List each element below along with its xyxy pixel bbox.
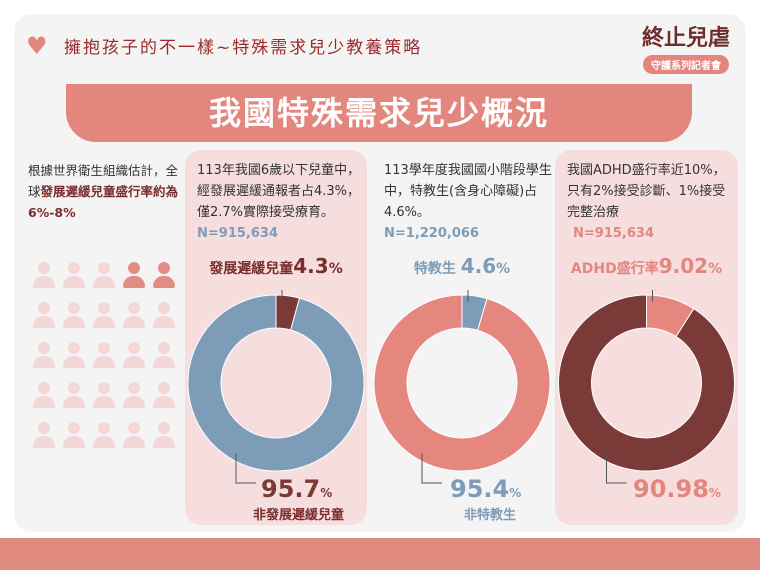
- person-icon: [92, 382, 116, 408]
- person-icon: [92, 262, 116, 288]
- person-icon: [32, 342, 56, 368]
- donut-chart-1: [187, 290, 365, 484]
- person-icon: [62, 422, 86, 448]
- chart2-top-label: 特教生 4.6%: [413, 254, 511, 278]
- person-icon: [122, 422, 146, 448]
- chart1-bottom-value: 95.7%: [261, 475, 333, 503]
- chart-column-1: 113年我國6歲以下兒童中，經發展遲緩通報者占4.3%，僅2.7%實際接受療育。…: [185, 150, 367, 525]
- person-icon: [32, 382, 56, 408]
- person-icon: [152, 422, 176, 448]
- donut-slice-major: [558, 294, 735, 472]
- person-icon: [62, 382, 86, 408]
- who-column: 根據世界衛生組織估計，全球發展遲緩兒童盛行率約為6%-8%: [16, 150, 184, 525]
- who-text-highlight: 發展遲緩兒童盛行率約為6%-8%: [28, 184, 179, 220]
- logo-title: 終止兒虐: [641, 26, 730, 51]
- person-icon: [92, 302, 116, 328]
- person-icon: [62, 342, 86, 368]
- donut-chart-2: [373, 290, 551, 484]
- person-icon: [122, 382, 146, 408]
- person-icon: [32, 262, 56, 288]
- chart3-description: 我國ADHD盛行率近10%，只有2%接受診斷、1%接受完整治療: [567, 163, 726, 220]
- person-icon: [152, 302, 176, 328]
- chart-column-3: 我國ADHD盛行率近10%，只有2%接受診斷、1%接受完整治療 N=915,63…: [555, 150, 738, 525]
- leader-line: [606, 453, 627, 484]
- person-icon: [62, 262, 86, 288]
- subtitle: 擁抱孩子的不一樣~特殊需求兒少教養策略: [64, 38, 423, 58]
- donut-chart-3: [558, 290, 735, 484]
- person-icon: [122, 262, 146, 288]
- person-icon: [152, 382, 176, 408]
- leader-line: [421, 453, 442, 484]
- who-text-plain: 根據世界衛生組織估計，全球: [28, 163, 179, 199]
- logo-subtitle: 守護系列記者會: [643, 55, 729, 74]
- chart1-bottom-label: 非發展遲緩兒童: [253, 508, 345, 523]
- bottom-band: [0, 538, 760, 570]
- person-icon: [92, 342, 116, 368]
- person-icon: [122, 342, 146, 368]
- person-icon: [92, 422, 116, 448]
- chart1-description: 113年我國6歲以下兒童中，經發展遲緩通報者占4.3%，僅2.7%實際接受療育。: [197, 163, 361, 220]
- chart2-bottom-label: 非特教生: [464, 508, 517, 523]
- person-icon: [152, 342, 176, 368]
- who-text: 根據世界衛生組織估計，全球發展遲緩兒童盛行率約為6%-8%: [28, 160, 188, 223]
- donut-slice-major: [187, 294, 365, 472]
- person-icon: [62, 302, 86, 328]
- person-icon: [32, 422, 56, 448]
- chart2-bottom-value: 95.4%: [450, 475, 522, 503]
- person-icon: [122, 302, 146, 328]
- chart2-n: N=1,220,066: [384, 226, 479, 241]
- chart3-bottom-value: 90.98%: [633, 475, 721, 503]
- heart-icon: ♥: [26, 32, 48, 60]
- chart-column-2: 113學年度我國國小階段學生中，特教生(含身心障礙)占4.6%。 N=1,220…: [372, 150, 552, 525]
- chart3-top-label: ADHD盛行率9.02%: [570, 254, 723, 278]
- donut-slice-major: [373, 294, 551, 472]
- chart1-n: N=915,634: [197, 226, 278, 241]
- chart3-n: N=915,634: [573, 226, 654, 241]
- chart1-top-label: 發展遲緩兒童4.3%: [209, 254, 343, 278]
- person-icon: [32, 302, 56, 328]
- person-icon: [152, 262, 176, 288]
- chart2-description: 113學年度我國國小階段學生中，特教生(含身心障礙)占4.6%。: [384, 163, 552, 220]
- logo: 終止兒虐 守護系列記者會: [630, 20, 742, 74]
- leader-line: [235, 453, 256, 484]
- page-title: 我國特殊需求兒少概況: [66, 84, 692, 142]
